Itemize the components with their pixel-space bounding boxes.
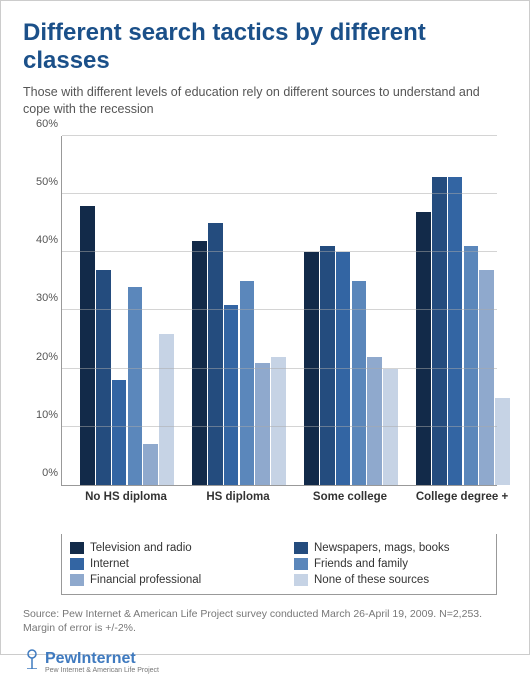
x-axis-label: Some college [303,491,397,505]
legend-label: Newspapers, mags, books [314,542,450,554]
legend-swatch [70,574,84,586]
bar [271,357,286,485]
footer-logo: PewInternet Pew Internet & American Life… [23,649,507,674]
bar [128,287,143,485]
chart-title: Different search tactics by different cl… [23,19,507,74]
y-axis-label: 30% [28,292,58,304]
bar-group [192,136,286,485]
gridline [62,193,497,194]
gridline [62,251,497,252]
bar [352,281,367,485]
bar [367,357,382,485]
legend-swatch [294,542,308,554]
gridline [62,135,497,136]
bar [143,444,158,485]
chart-subtitle: Those with different levels of education… [23,84,507,118]
chart-plot [62,136,497,485]
bar [448,177,463,485]
x-axis-label: No HS diploma [79,491,173,505]
legend-item: None of these sources [294,574,488,586]
bar [304,252,319,485]
x-axis-labels: No HS diplomaHS diplomaSome collegeColle… [61,486,497,526]
bar [320,246,335,484]
bar-chart: 0%10%20%30%40%50%60% [61,136,497,486]
legend-row: Television and radio Newspapers, mags, bo… [70,540,488,556]
chart-card: Different search tactics by different cl… [0,0,530,655]
bar [159,334,174,485]
bar [432,177,447,485]
legend-row: Internet Friends and family [70,556,488,572]
y-axis-label: 0% [28,467,58,479]
bar [240,281,255,485]
legend-item: Internet [70,558,264,570]
legend-item: Television and radio [70,542,264,554]
y-axis-label: 50% [28,176,58,188]
bar [96,270,111,485]
bar [255,363,270,485]
legend-item: Financial professional [70,574,264,586]
bar-group [304,136,398,485]
legend-swatch [294,558,308,570]
y-axis-label: 10% [28,409,58,421]
bar [479,270,494,485]
y-axis-label: 20% [28,351,58,363]
bar-group [80,136,174,485]
legend-label: Television and radio [90,542,192,554]
bar-group [416,136,510,485]
pew-logo-icon [23,649,41,669]
footer-tagline: Pew Internet & American Life Project [45,667,507,674]
source-note: Source: Pew Internet & American Life Pro… [23,607,507,635]
y-axis-label: 40% [28,234,58,246]
x-axis-label: College degree + [415,491,509,505]
bar [112,380,127,485]
bar [80,206,95,485]
bar [416,212,431,485]
bar [208,223,223,485]
legend-swatch [70,542,84,554]
legend-row: Financial professional None of these sour… [70,572,488,588]
legend-label: None of these sources [314,574,429,586]
bar [495,398,510,485]
gridline [62,309,497,310]
bar [336,252,351,485]
gridline [62,426,497,427]
legend-label: Friends and family [314,558,408,570]
legend-swatch [70,558,84,570]
gridline [62,368,497,369]
bar [192,241,207,485]
bar [224,305,239,485]
legend-label: Financial professional [90,574,201,586]
legend-item: Newspapers, mags, books [294,542,488,554]
legend-swatch [294,574,308,586]
legend-label: Internet [90,558,129,570]
footer-brand: PewInternet [45,650,136,668]
chart-legend: Television and radio Newspapers, mags, bo… [61,534,497,595]
bar [464,246,479,484]
y-axis-label: 60% [28,118,58,130]
legend-item: Friends and family [294,558,488,570]
x-axis-label: HS diploma [191,491,285,505]
